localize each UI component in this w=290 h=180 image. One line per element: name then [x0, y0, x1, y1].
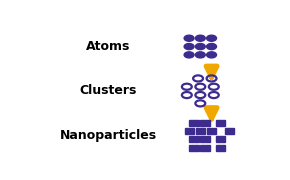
- Circle shape: [195, 35, 205, 41]
- Bar: [184, 128, 194, 134]
- Circle shape: [195, 52, 205, 58]
- Bar: [200, 136, 210, 142]
- Circle shape: [184, 35, 194, 41]
- Circle shape: [206, 44, 217, 50]
- Circle shape: [184, 52, 194, 58]
- Circle shape: [206, 52, 217, 58]
- Text: Nanoparticles: Nanoparticles: [60, 129, 157, 142]
- Circle shape: [206, 35, 217, 41]
- Bar: [189, 145, 199, 151]
- Bar: [216, 136, 226, 142]
- Bar: [189, 136, 199, 142]
- Circle shape: [184, 44, 194, 50]
- Bar: [207, 128, 217, 134]
- Bar: [200, 145, 210, 151]
- Bar: [216, 120, 226, 126]
- Text: Atoms: Atoms: [86, 40, 130, 53]
- Bar: [189, 120, 199, 126]
- Bar: [196, 128, 205, 134]
- Bar: [225, 128, 235, 134]
- Bar: [200, 120, 210, 126]
- Text: Clusters: Clusters: [79, 84, 137, 97]
- Circle shape: [195, 44, 205, 50]
- Bar: [216, 145, 226, 151]
